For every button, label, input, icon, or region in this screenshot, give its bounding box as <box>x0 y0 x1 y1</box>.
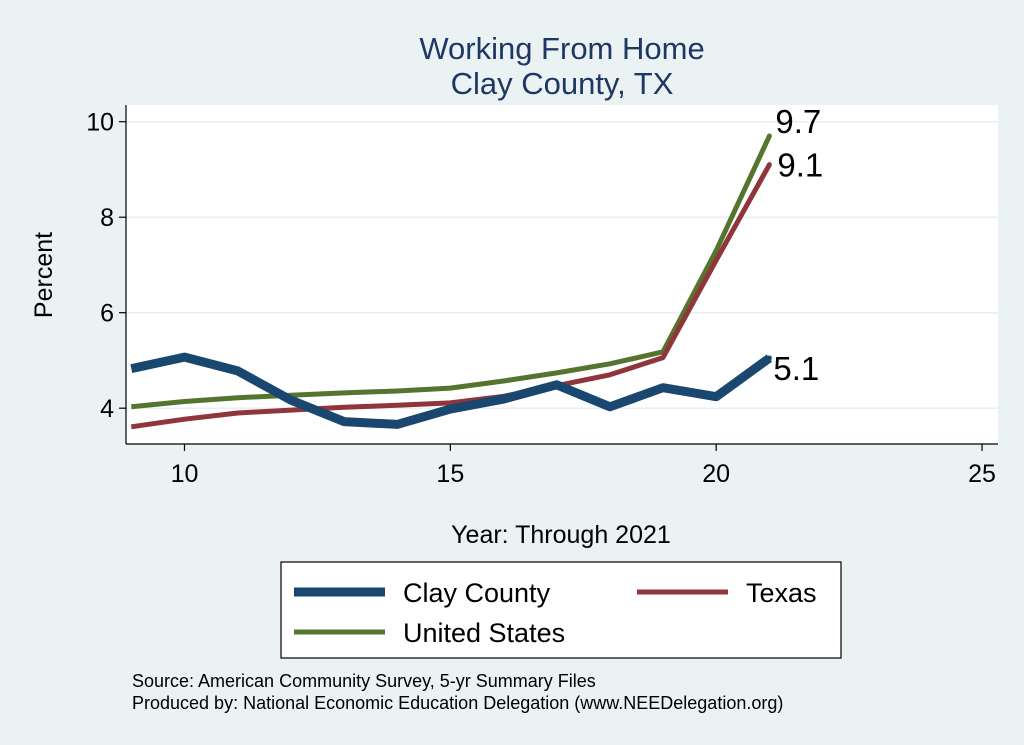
end-label-united-states: 9.7 <box>775 103 821 140</box>
y-tick-label: 4 <box>100 395 114 423</box>
legend: Clay County Texas United States <box>280 561 842 659</box>
series-line-clay-county <box>130 352 773 429</box>
chart-title: Working From Home <box>419 31 704 66</box>
x-axis-label: Year: Through 2021 <box>451 521 671 549</box>
grid <box>126 120 998 409</box>
legend-box <box>280 561 842 659</box>
end-label-clay-county: 5.1 <box>773 350 819 387</box>
series-line-united-states <box>131 134 772 410</box>
legend-label-united-states: United States <box>403 618 565 648</box>
series-line-texas <box>130 163 772 430</box>
axes: 4 6 8 10 10 15 20 25 <box>86 105 998 488</box>
x-tick-label: 10 <box>171 460 199 488</box>
series-end-point-united-states <box>766 133 772 139</box>
y-tick-label: 8 <box>100 204 114 232</box>
y-tick-label: 6 <box>100 300 114 328</box>
end-labels: 5.1 9.1 9.7 <box>773 103 823 387</box>
plot-area <box>126 105 998 444</box>
legend-label-texas: Texas <box>746 578 817 608</box>
y-axis-label: Percent <box>30 232 58 318</box>
end-label-texas: 9.1 <box>777 147 823 184</box>
legend-label-clay-county: Clay County <box>403 578 551 608</box>
series-end-point-clay-county <box>766 355 772 361</box>
x-tick-label: 20 <box>702 460 730 488</box>
source-note: Source: American Community Survey, 5-yr … <box>132 671 596 691</box>
series-end-point-texas <box>766 162 772 168</box>
x-tick-label: 15 <box>436 460 464 488</box>
producer-note: Produced by: National Economic Education… <box>132 693 783 713</box>
chart-subtitle: Clay County, TX <box>451 66 674 101</box>
series-group <box>130 133 773 430</box>
y-tick-label: 10 <box>86 109 114 137</box>
x-tick-label: 25 <box>968 460 996 488</box>
